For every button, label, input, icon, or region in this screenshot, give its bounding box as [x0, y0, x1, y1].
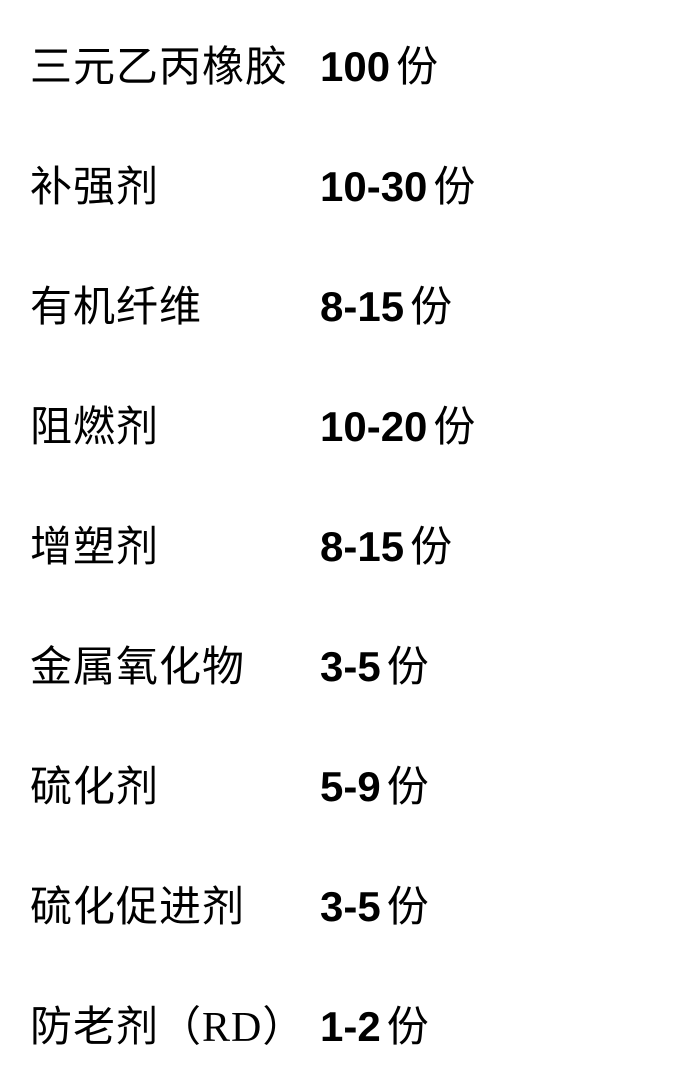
ingredient-unit: 份	[387, 993, 429, 1054]
ingredient-value: 10-30	[320, 163, 427, 211]
ingredient-unit: 份	[396, 33, 438, 94]
ingredients-table: 三元乙丙橡胶 100 份 补强剂 10-30 份 有机纤维 8-15 份 阻燃剂…	[0, 0, 687, 1087]
ingredient-label: 增塑剂	[30, 513, 320, 574]
table-row: 金属氧化物 3-5 份	[30, 633, 657, 694]
ingredient-label: 硫化剂	[30, 753, 320, 814]
table-row: 增塑剂 8-15 份	[30, 513, 657, 574]
ingredient-value: 5-9	[320, 763, 381, 811]
ingredient-value: 1-2	[320, 1003, 381, 1051]
ingredient-label: 有机纤维	[30, 273, 320, 334]
ingredient-unit: 份	[387, 753, 429, 814]
table-row: 有机纤维 8-15 份	[30, 273, 657, 334]
ingredient-unit: 份	[410, 273, 452, 334]
ingredient-unit: 份	[387, 873, 429, 934]
ingredient-label: 金属氧化物	[30, 633, 320, 694]
ingredient-label: 防老剂（RD）	[30, 993, 320, 1054]
ingredient-label: 补强剂	[30, 153, 320, 214]
ingredient-value: 3-5	[320, 643, 381, 691]
table-row: 硫化促进剂 3-5 份	[30, 873, 657, 934]
table-row: 补强剂 10-30 份	[30, 153, 657, 214]
table-row: 阻燃剂 10-20 份	[30, 393, 657, 454]
table-row: 防老剂（RD） 1-2 份	[30, 993, 657, 1054]
ingredient-value: 100	[320, 43, 390, 91]
ingredient-value: 3-5	[320, 883, 381, 931]
table-row: 硫化剂 5-9 份	[30, 753, 657, 814]
ingredient-value: 10-20	[320, 403, 427, 451]
table-row: 三元乙丙橡胶 100 份	[30, 33, 657, 94]
ingredient-unit: 份	[410, 513, 452, 574]
ingredient-unit: 份	[387, 633, 429, 694]
ingredient-value: 8-15	[320, 283, 404, 331]
ingredient-label: 三元乙丙橡胶	[30, 33, 320, 94]
ingredient-value: 8-15	[320, 523, 404, 571]
ingredient-label: 阻燃剂	[30, 393, 320, 454]
ingredient-unit: 份	[433, 393, 475, 454]
ingredient-unit: 份	[433, 153, 475, 214]
ingredient-label: 硫化促进剂	[30, 873, 320, 934]
